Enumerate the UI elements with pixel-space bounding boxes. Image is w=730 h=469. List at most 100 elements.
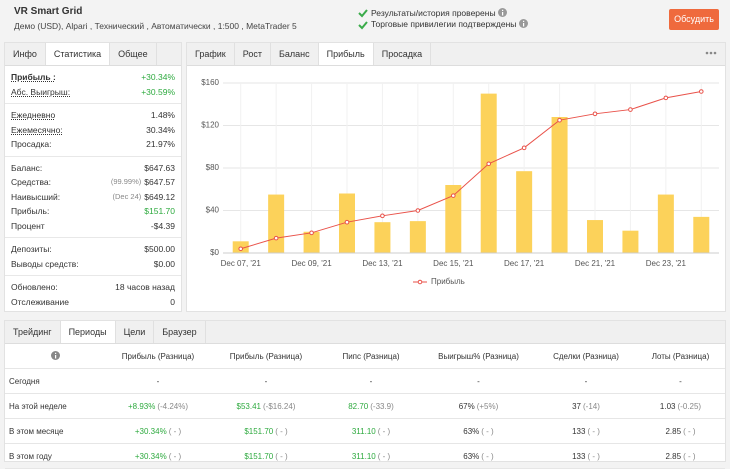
stats-row: Ежемесячно: 30.34% bbox=[11, 123, 175, 138]
table-cell: 133( - ) bbox=[536, 443, 636, 469]
cell-diff: ( - ) bbox=[275, 451, 288, 461]
point bbox=[698, 89, 704, 94]
tab[interactable]: Общее bbox=[110, 43, 157, 65]
cell-value: +8.93% bbox=[127, 401, 156, 411]
table-cell: +30.34%( - ) bbox=[105, 443, 211, 469]
chart-tabs: График Рост Баланс Прибыль Просадка bbox=[187, 43, 725, 66]
tab[interactable]: График bbox=[187, 43, 235, 65]
tab[interactable]: Прибыль bbox=[318, 43, 374, 65]
point bbox=[557, 117, 562, 123]
cell-value: 2.85 bbox=[665, 426, 682, 436]
cell-diff: ( - ) bbox=[377, 451, 391, 461]
info-icon[interactable] bbox=[497, 8, 507, 17]
tab[interactable]: Рост bbox=[235, 43, 271, 65]
table-cell: 2.85( - ) bbox=[636, 418, 725, 444]
stats-row: Баланс: $647.63 bbox=[11, 161, 175, 176]
tab[interactable]: Просадка bbox=[374, 43, 432, 65]
check-text: Торговые привилегии подтверждены bbox=[371, 19, 517, 29]
cell-value: 133 bbox=[572, 451, 586, 461]
cell-value: 82.70 bbox=[348, 401, 369, 411]
tab[interactable]: Цели bbox=[116, 321, 155, 343]
cell-value: 1.03 bbox=[659, 401, 676, 411]
discuss-button[interactable]: Обсудить bbox=[669, 9, 719, 30]
stat-label: Выводы средств: bbox=[11, 258, 79, 269]
stat-label: Ежемесячно: bbox=[11, 124, 63, 135]
cell-value: 133 bbox=[572, 426, 586, 436]
point bbox=[486, 161, 492, 167]
cell-value: - bbox=[477, 376, 480, 386]
stat-value: $0.00 bbox=[153, 258, 175, 269]
table-cell: 2.85( - ) bbox=[636, 443, 725, 469]
x-tick-label: Dec 21, '21 bbox=[575, 259, 616, 268]
cell-value: 63% bbox=[463, 426, 480, 436]
table-row: На этой неделе +8.93% (-4.24%) $53.41 (-$16.… bbox=[5, 393, 725, 419]
tab[interactable]: Браузер bbox=[154, 321, 206, 343]
y-tick-label: $80 bbox=[206, 163, 220, 172]
table-cell: 63%( - ) bbox=[421, 443, 536, 469]
more-icon[interactable] bbox=[705, 51, 717, 55]
stat-label: Ежедневно bbox=[11, 110, 56, 120]
point bbox=[521, 145, 527, 151]
table-cell: 133( - ) bbox=[536, 418, 636, 444]
cell-diff: ( - ) bbox=[377, 426, 391, 436]
point bbox=[309, 230, 314, 236]
tab[interactable]: Инфо bbox=[5, 43, 46, 65]
cell-value: - bbox=[264, 376, 268, 386]
periods-panel: Трейдинг Периоды Цели Браузер Прибыль (Разн… bbox=[4, 320, 726, 469]
tab[interactable]: Трейдинг bbox=[5, 321, 61, 343]
stat-note: (99.99%) bbox=[110, 177, 142, 186]
point bbox=[415, 208, 421, 213]
point bbox=[628, 107, 633, 112]
stats-row: Прибыль : +30.34% bbox=[11, 70, 175, 85]
row-label: В этом году bbox=[5, 443, 105, 469]
bar bbox=[480, 93, 497, 253]
stats-row: Выводы средств: $0.00 bbox=[11, 257, 175, 272]
cell-diff: (-$16.24) bbox=[263, 401, 296, 411]
tab[interactable]: Статистика bbox=[45, 43, 111, 65]
cell-value: 311.10 bbox=[351, 451, 376, 461]
stats-row: Отслеживание 0 bbox=[11, 295, 175, 310]
cell-diff: ( - ) bbox=[683, 451, 696, 461]
chart-panel: График Рост Баланс Прибыль Просадка $0 $40 $80… bbox=[186, 42, 726, 312]
table-cell: $151.70( - ) bbox=[211, 418, 321, 444]
table-cell: - bbox=[536, 368, 636, 394]
cell-diff: ( - ) bbox=[587, 451, 600, 461]
column-header: Лоты (Разница) bbox=[636, 344, 725, 369]
y-tick-label: $0 bbox=[210, 248, 219, 257]
stats-row: Абс. Выигрыш: +30.59% bbox=[11, 85, 175, 100]
stat-label: Просадка: bbox=[11, 139, 52, 149]
subtitle: Демо (USD), Alpari , Технический , Автом… bbox=[14, 21, 297, 31]
cell-value: 63% bbox=[463, 451, 480, 461]
tab[interactable]: Баланс bbox=[271, 43, 319, 65]
point bbox=[450, 193, 456, 198]
table-row: В этом году +30.34%( - ) $151.70( - ) 311.1… bbox=[5, 443, 725, 469]
bar bbox=[409, 221, 426, 253]
table-cell: - bbox=[421, 368, 536, 394]
cell-diff: ( - ) bbox=[481, 426, 494, 436]
info-icon[interactable] bbox=[50, 350, 60, 360]
x-tick-label: Dec 17, '21 bbox=[504, 259, 545, 268]
stat-label: Средства: bbox=[11, 177, 52, 187]
stat-label: Наивысший: bbox=[11, 191, 61, 202]
bar bbox=[445, 185, 462, 253]
legend-point bbox=[417, 279, 423, 285]
bar bbox=[374, 222, 391, 253]
cell-value: $151.70 bbox=[244, 426, 274, 436]
table-cell: 63%( - ) bbox=[421, 418, 536, 444]
tab[interactable]: Периоды bbox=[60, 321, 116, 343]
column-header: Сделки (Разница) bbox=[536, 344, 636, 369]
stats-row: Обновлено: 18 часов назад bbox=[11, 280, 175, 295]
info-icon[interactable] bbox=[518, 19, 528, 28]
stats-row: Процент -$4.39 bbox=[11, 219, 175, 234]
stats-row: Депозиты: $500.00 bbox=[11, 242, 175, 257]
row-label: В этом месяце bbox=[5, 418, 105, 444]
stat-label: Прибыль: bbox=[11, 206, 50, 216]
stat-label: Абс. Выигрыш: bbox=[11, 86, 71, 97]
y-tick-label: $160 bbox=[201, 78, 219, 87]
stat-value: $649.12 bbox=[144, 191, 175, 202]
stat-value: $647.63 bbox=[144, 162, 175, 173]
table-cell: - bbox=[211, 368, 321, 394]
check-text: Результаты/история проверены bbox=[371, 8, 496, 18]
table-cell: 311.10( - ) bbox=[321, 418, 421, 444]
table-cell: $53.41 (-$16.24) bbox=[211, 393, 321, 419]
